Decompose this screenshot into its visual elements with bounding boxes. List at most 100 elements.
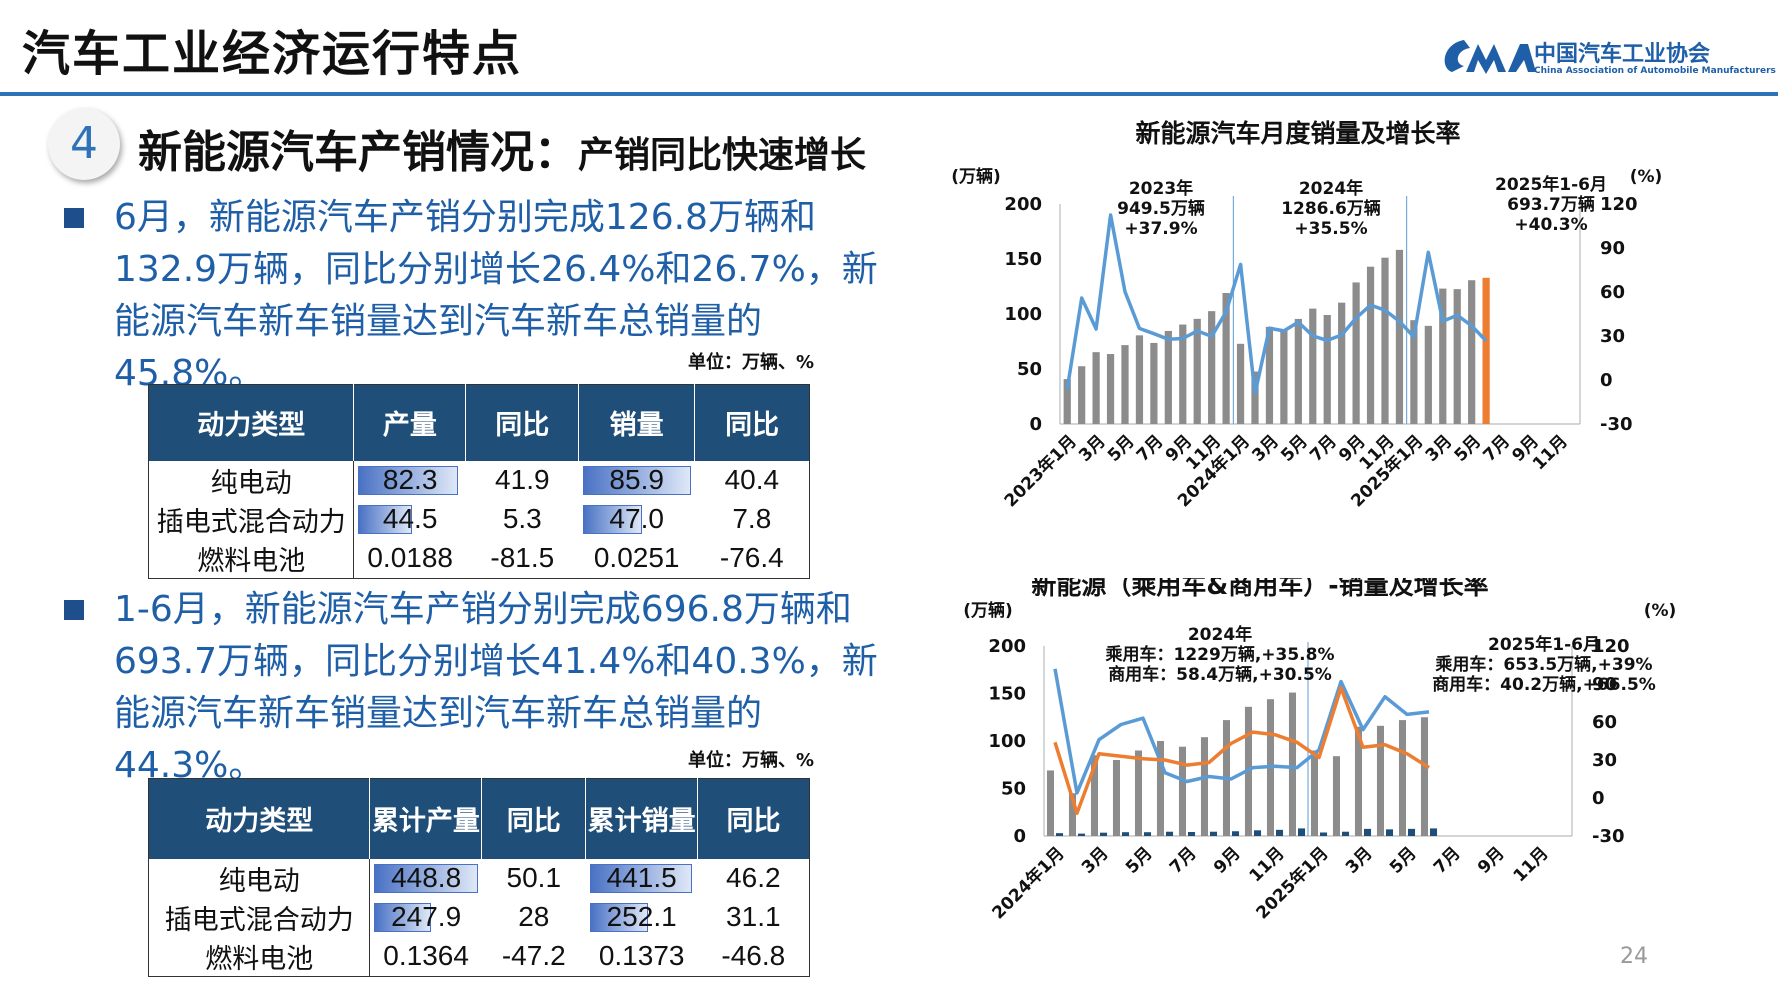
type-cell: 插电式混合动力 [148, 499, 355, 539]
x-tick-label: 5月 [1451, 431, 1486, 466]
bar-commercial [1122, 832, 1130, 836]
y-tick-label-right: -30 [1600, 414, 1633, 435]
bar-commercial [1210, 831, 1218, 836]
bar-passenger [1398, 720, 1406, 836]
sales-yoy-cell: 40.4 [695, 461, 810, 500]
cell-value: 252.1 [606, 901, 677, 932]
x-tick-label: 7月 [1133, 431, 1168, 466]
cell-value: -81.5 [490, 542, 555, 573]
prod-yoy-cell: 41.9 [466, 461, 579, 500]
y-axis-label-right: (%) [1630, 167, 1663, 187]
logo-name-cn: 中国汽车工业协会 [1534, 42, 1711, 67]
cell-value: 85.9 [609, 464, 664, 495]
table-row: 燃料电池 0.0188 -81.5 0.0251 -76.4 [148, 538, 810, 579]
bar-commercial [1364, 828, 1372, 836]
cell-value: 31.1 [726, 901, 781, 932]
chart-title: 新能源（乘用车&商用车）-销量及增长率 [1031, 578, 1488, 600]
cell-value: -76.4 [719, 542, 784, 573]
x-tick-label: 2023年1月 [1000, 431, 1081, 512]
bar-passenger [1156, 741, 1164, 836]
x-tick-label: 5月 [1104, 431, 1139, 466]
x-tick-label: 5月 [1122, 843, 1157, 878]
cell-value: 247.9 [391, 901, 462, 932]
paragraph-june-text: 6月，新能源汽车产销分别完成126.8万辆和132.9万辆，同比分别增长26.4… [114, 197, 878, 394]
cell-value: 82.3 [382, 464, 438, 495]
y-tick-label-left: 0 [1013, 826, 1026, 847]
bar [1439, 288, 1447, 424]
sales-cell: 0.0251 [579, 539, 695, 579]
bar [1150, 342, 1158, 424]
data-bar-fill [582, 504, 643, 534]
bar-commercial [1342, 831, 1350, 836]
y-tick-label-right: 120 [1592, 636, 1630, 657]
table-header-prod-yoy: 同比 [465, 384, 579, 461]
x-tick-label: 7月 [1166, 843, 1201, 878]
sales-yoy-cell: 7.8 [695, 500, 810, 539]
section-title: 新能源汽车产销情况：产销同比快速增长 [138, 116, 866, 180]
x-tick-label: 7月 [1480, 431, 1515, 466]
x-tick-label: 5月 [1277, 431, 1312, 466]
table-row: 燃料电池 0.1364 -47.2 0.1373 -46.8 [148, 936, 810, 977]
passenger-commercial-chart: 新能源（乘用车&商用车）-销量及增长率 (万辆) (%) 0 50 100 150 200 -3… [963, 578, 1677, 923]
chart-annotation: +40.3% [1514, 215, 1587, 235]
table-header-sales-yoy: 同比 [694, 384, 810, 461]
chart-annotation: 乘用车：1229万辆,+35.8% [1105, 644, 1335, 665]
chart-annotation: 2025年1-6月 [1495, 174, 1607, 195]
prod-cell: 0.1364 [370, 937, 482, 977]
type-cell: 燃料电池 [148, 936, 371, 976]
table-row: 纯电动 448.8 50.1 441.5 46.2 [148, 858, 810, 898]
table-row: 纯电动 82.3 41.9 85.9 40.4 [148, 460, 810, 500]
bar-passenger [1354, 726, 1362, 836]
y-tick-label-right: 0 [1600, 370, 1613, 391]
bar-commercial [1276, 829, 1284, 836]
table-row: 插电式混合动力 44.5 5.3 47.0 7.8 [148, 499, 810, 539]
bullet-square-icon [64, 208, 84, 228]
data-bar-fill [358, 465, 458, 495]
type-cell: 燃料电池 [148, 538, 355, 578]
prod-yoy-cell: 28 [482, 898, 586, 937]
cell-value: 纯电动 [218, 865, 300, 896]
cell-value: -46.8 [721, 940, 786, 971]
table-header-sales-yoy: 同比 [697, 778, 810, 859]
chart-annotation: +35.5% [1294, 219, 1367, 239]
bar [1352, 282, 1360, 424]
bar [1063, 379, 1071, 424]
chart-annotation: 949.5万辆 [1117, 198, 1205, 219]
x-tick-label: 3月 [1078, 843, 1113, 878]
bar [1135, 335, 1144, 424]
table-header-prod-yoy: 同比 [481, 778, 586, 859]
chart-annotation: 商用车：40.2万辆,+66.5% [1432, 674, 1656, 695]
sales-cell: 47.0 [579, 500, 695, 539]
section-subtitle: 产销同比快速增长 [578, 135, 867, 176]
bar-commercial [1100, 832, 1108, 836]
y-tick-label-right: 60 [1592, 712, 1617, 733]
y-tick-label-left: 150 [1004, 249, 1042, 270]
prod-yoy-cell: -81.5 [466, 539, 579, 579]
monthly-nev-sales-chart: 新能源汽车月度销量及增长率 (万辆) (%) 0 50 100 150 200 -30 0 30 60… [951, 120, 1663, 512]
x-tick-label: 3月 [1422, 431, 1457, 466]
chart-annotation: 商用车：58.4万辆,+30.5% [1108, 664, 1332, 685]
header-divider [0, 92, 1778, 96]
bar-commercial [1408, 828, 1416, 836]
y-tick-label-left: 50 [1017, 359, 1042, 380]
cell-value: 7.8 [732, 503, 772, 534]
chart-annotation: 1286.6万辆 [1281, 198, 1381, 219]
type-cell: 纯电动 [148, 460, 355, 500]
cell-value: 28 [518, 901, 550, 932]
y-axis-label-right: (%) [1644, 601, 1677, 621]
bar [1265, 326, 1274, 424]
bar [1424, 325, 1432, 424]
bar-commercial [1386, 829, 1394, 836]
cell-value: 插电式混合动力 [164, 904, 354, 935]
bar [1482, 277, 1490, 424]
bar-commercial [1254, 830, 1262, 836]
bar-commercial [1144, 832, 1152, 836]
cell-value: 46.2 [726, 862, 781, 893]
bar [1366, 266, 1375, 424]
bar [1323, 314, 1331, 424]
bar-passenger [1068, 793, 1076, 836]
table-jan-jun: 动力类型 累计产量 同比 累计销量 同比 纯电动 448.8 50.1 441.5 46… [148, 778, 810, 977]
bar-commercial [1430, 828, 1438, 836]
bar [1121, 345, 1129, 424]
chart-annotation: 2025年1-6月 [1488, 634, 1600, 655]
